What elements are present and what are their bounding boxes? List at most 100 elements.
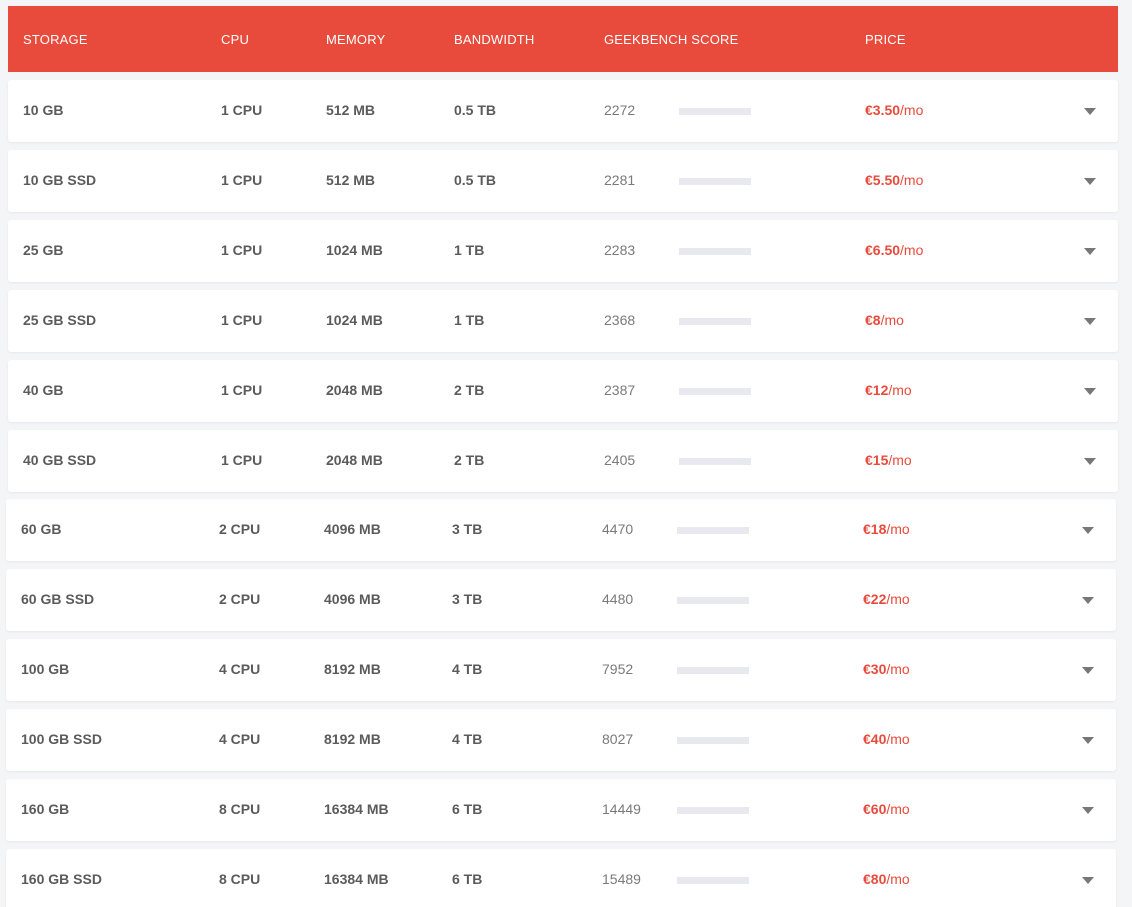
header-geekbench-score: GEEKBENCH SCORE (604, 32, 739, 47)
plan-storage: 10 GB (23, 102, 64, 118)
price-amount: €40 (863, 731, 887, 747)
plan-memory: 4096 MB (324, 521, 381, 537)
plan-price: €3.50/mo (865, 102, 923, 118)
plan-memory: 8192 MB (324, 731, 381, 747)
price-unit: /mo (900, 172, 924, 188)
chevron-down-icon[interactable] (1082, 597, 1094, 604)
plan-row[interactable]: 40 GB SSD 1 CPU 2048 MB 2 TB 2405 €15/mo (8, 430, 1118, 492)
chevron-down-icon[interactable] (1084, 108, 1096, 115)
price-unit: /mo (886, 521, 910, 537)
plan-memory: 1024 MB (326, 312, 383, 328)
chevron-down-icon[interactable] (1082, 527, 1094, 534)
plan-cpu: 1 CPU (221, 172, 263, 188)
chevron-down-icon[interactable] (1082, 807, 1094, 814)
chevron-down-icon[interactable] (1082, 737, 1094, 744)
score-bar (677, 597, 749, 604)
table-header: STORAGE CPU MEMORY BANDWIDTH GEEKBENCH S… (8, 6, 1118, 72)
chevron-down-icon[interactable] (1084, 318, 1096, 325)
chevron-down-icon[interactable] (1084, 248, 1096, 255)
header-price: PRICE (865, 32, 906, 47)
score-bar (679, 108, 751, 115)
plan-storage: 60 GB (21, 521, 62, 537)
plan-memory: 16384 MB (324, 801, 389, 817)
plan-row[interactable]: 160 GB 8 CPU 16384 MB 6 TB 14449 €60/mo (6, 779, 1116, 841)
plan-geekbench-score: 4480 (602, 591, 634, 607)
score-bar (677, 527, 749, 534)
price-unit: /mo (888, 382, 912, 398)
plan-price: €5.50/mo (865, 172, 923, 188)
price-unit: /mo (900, 102, 924, 118)
plan-geekbench-score: 2387 (604, 382, 636, 398)
plan-row[interactable]: 60 GB 2 CPU 4096 MB 3 TB 4470 €18/mo (6, 499, 1116, 561)
plan-bandwidth: 6 TB (452, 801, 483, 817)
plan-geekbench-score: 2368 (604, 312, 636, 328)
plan-geekbench-score: 8027 (602, 731, 634, 747)
score-bar (677, 737, 749, 744)
plan-cpu: 2 CPU (219, 591, 261, 607)
price-unit: /mo (886, 801, 910, 817)
plan-bandwidth: 4 TB (452, 731, 483, 747)
plan-memory: 2048 MB (326, 452, 383, 468)
plan-geekbench-score: 2272 (604, 102, 636, 118)
chevron-down-icon[interactable] (1082, 667, 1094, 674)
score-bar (679, 178, 751, 185)
plan-row[interactable]: 60 GB SSD 2 CPU 4096 MB 3 TB 4480 €22/mo (6, 569, 1116, 631)
plan-cpu: 1 CPU (221, 382, 263, 398)
chevron-down-icon[interactable] (1084, 178, 1096, 185)
plan-row[interactable]: 100 GB 4 CPU 8192 MB 4 TB 7952 €30/mo (6, 639, 1116, 701)
price-amount: €18 (863, 521, 887, 537)
plan-bandwidth: 1 TB (454, 242, 485, 258)
chevron-down-icon[interactable] (1082, 877, 1094, 884)
plan-cpu: 1 CPU (221, 312, 263, 328)
plan-bandwidth: 3 TB (452, 521, 483, 537)
plan-geekbench-score: 2405 (604, 452, 636, 468)
score-bar (679, 388, 751, 395)
plan-price: €12/mo (865, 382, 912, 398)
plan-bandwidth: 0.5 TB (454, 102, 497, 118)
price-amount: €22 (863, 591, 887, 607)
score-bar (677, 807, 749, 814)
plan-memory: 512 MB (326, 172, 376, 188)
plan-row[interactable]: 160 GB SSD 8 CPU 16384 MB 6 TB 15489 €80/mo (6, 849, 1116, 907)
score-bar (677, 667, 749, 674)
plan-geekbench-score: 14449 (602, 801, 641, 817)
plan-storage: 40 GB SSD (23, 452, 97, 468)
price-amount: €30 (863, 661, 887, 677)
plan-bandwidth: 2 TB (454, 452, 485, 468)
price-amount: €80 (863, 871, 887, 887)
price-amount: €3.50 (865, 102, 901, 118)
plan-geekbench-score: 4470 (602, 521, 634, 537)
score-bar (677, 877, 749, 884)
price-unit: /mo (886, 661, 910, 677)
plan-row[interactable]: 40 GB 1 CPU 2048 MB 2 TB 2387 €12/mo (8, 360, 1118, 422)
plan-row[interactable]: 25 GB SSD 1 CPU 1024 MB 1 TB 2368 €8/mo (8, 290, 1118, 352)
plan-memory: 8192 MB (324, 661, 381, 677)
price-unit: /mo (900, 242, 924, 258)
plan-price: €22/mo (863, 591, 910, 607)
chevron-down-icon[interactable] (1084, 458, 1096, 465)
price-unit: /mo (886, 591, 910, 607)
chevron-down-icon[interactable] (1084, 388, 1096, 395)
plan-price: €15/mo (865, 452, 912, 468)
plan-cpu: 4 CPU (219, 661, 261, 677)
plan-price: €40/mo (863, 731, 910, 747)
plan-cpu: 8 CPU (219, 801, 261, 817)
header-bandwidth: BANDWIDTH (454, 32, 535, 47)
plan-row[interactable]: 10 GB SSD 1 CPU 512 MB 0.5 TB 2281 €5.50/mo (8, 150, 1118, 212)
plan-bandwidth: 3 TB (452, 591, 483, 607)
plan-row[interactable]: 100 GB SSD 4 CPU 8192 MB 4 TB 8027 €40/mo (6, 709, 1116, 771)
price-amount: €60 (863, 801, 887, 817)
plan-cpu: 4 CPU (219, 731, 261, 747)
plan-row[interactable]: 10 GB 1 CPU 512 MB 0.5 TB 2272 €3.50/mo (8, 80, 1118, 142)
price-unit: /mo (886, 731, 910, 747)
plan-row[interactable]: 25 GB 1 CPU 1024 MB 1 TB 2283 €6.50/mo (8, 220, 1118, 282)
header-memory: MEMORY (326, 32, 386, 47)
plan-geekbench-score: 7952 (602, 661, 634, 677)
price-amount: €8 (865, 312, 881, 328)
plan-storage: 100 GB (21, 661, 70, 677)
plan-price: €8/mo (865, 312, 904, 328)
plan-memory: 2048 MB (326, 382, 383, 398)
price-unit: /mo (880, 312, 904, 328)
price-amount: €12 (865, 382, 889, 398)
